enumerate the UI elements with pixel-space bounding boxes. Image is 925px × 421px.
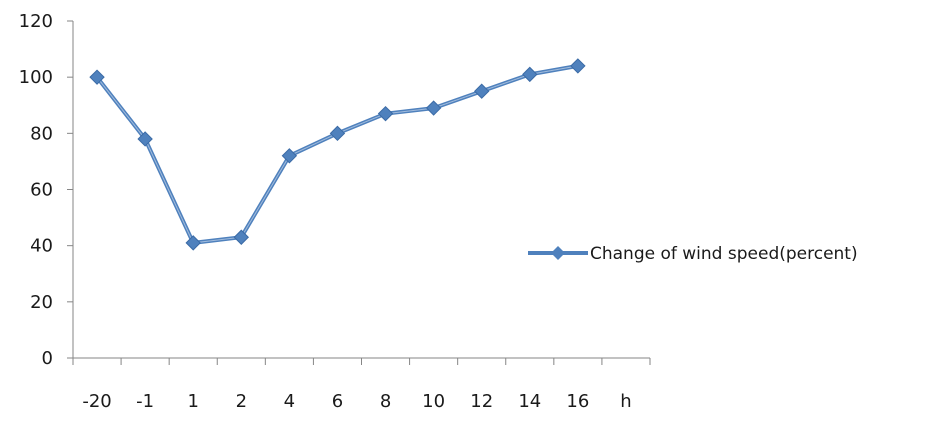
x-tick-label: 14 bbox=[518, 391, 541, 412]
data-point-marker bbox=[281, 148, 298, 164]
y-tick-label: 60 bbox=[30, 180, 53, 201]
legend: Change of wind speed(percent) bbox=[528, 244, 858, 264]
y-tick-label: 20 bbox=[30, 292, 53, 313]
x-axis-label: h bbox=[620, 391, 631, 412]
x-tick-label: 1 bbox=[187, 391, 198, 412]
data-point-marker bbox=[570, 58, 586, 74]
legend-label: Change of wind speed(percent) bbox=[590, 244, 858, 264]
series-layer bbox=[89, 58, 586, 251]
x-tick-label: 10 bbox=[422, 391, 445, 412]
data-point-marker bbox=[329, 125, 346, 142]
data-point-marker bbox=[425, 100, 442, 116]
y-tick-label: 80 bbox=[30, 123, 53, 144]
y-tick-label: 100 bbox=[19, 67, 53, 88]
x-tick-label: 4 bbox=[284, 391, 295, 412]
data-point-marker bbox=[377, 105, 394, 122]
x-tick-label: -20 bbox=[82, 391, 111, 412]
x-tick-label: 8 bbox=[380, 391, 391, 412]
data-point-marker bbox=[474, 83, 490, 99]
x-tick-label: 6 bbox=[332, 391, 343, 412]
y-tick-label: 120 bbox=[19, 11, 53, 32]
series-line bbox=[95, 63, 579, 245]
y-tick-label: 0 bbox=[42, 348, 53, 369]
data-point-marker bbox=[137, 131, 153, 147]
data-point-marker bbox=[89, 69, 105, 85]
x-tick-label: -1 bbox=[136, 391, 154, 412]
data-point-marker bbox=[185, 235, 201, 251]
series-line-highlight bbox=[96, 65, 578, 244]
x-tick-label: 2 bbox=[236, 391, 247, 412]
data-point-marker bbox=[233, 229, 249, 245]
x-tick-label: 12 bbox=[470, 391, 493, 412]
x-tick-label: 16 bbox=[566, 391, 589, 412]
y-tick-label: 40 bbox=[30, 236, 53, 257]
data-point-marker bbox=[522, 66, 538, 83]
legend-diamond-marker bbox=[551, 246, 565, 260]
